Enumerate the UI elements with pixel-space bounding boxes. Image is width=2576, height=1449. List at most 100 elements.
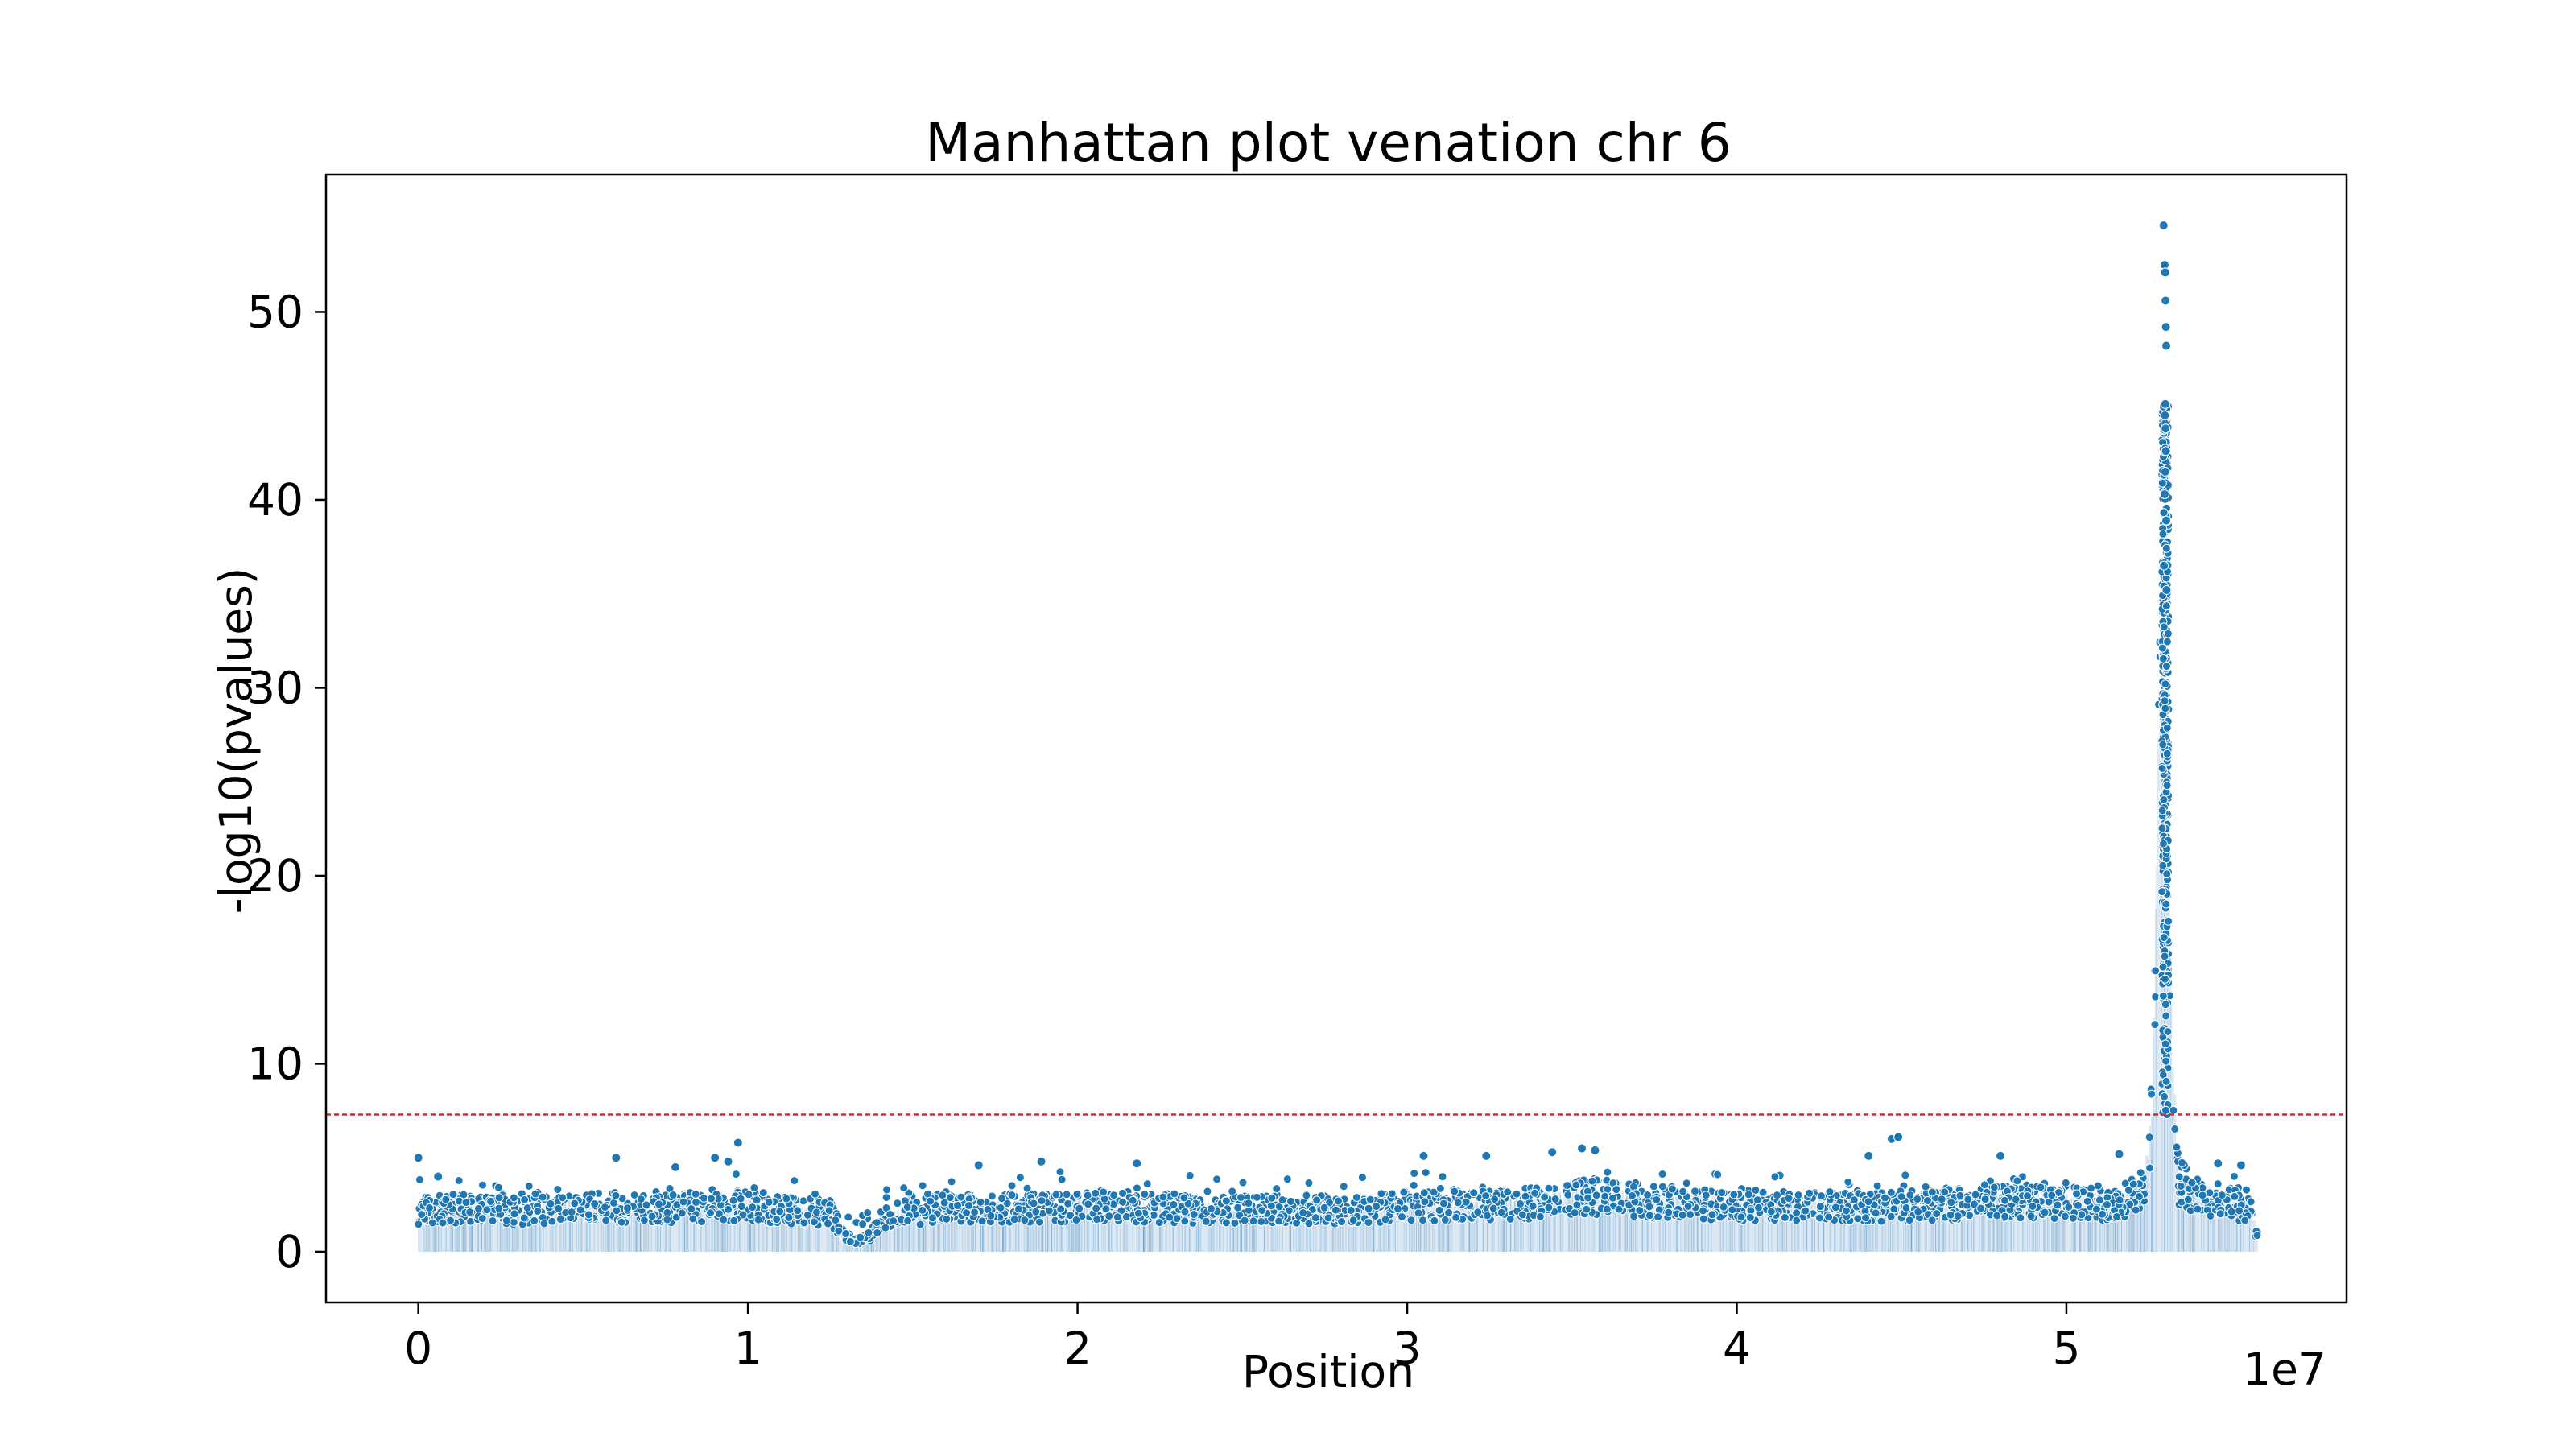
snp-point [1699, 1206, 1708, 1216]
snp-point [1284, 1206, 1294, 1216]
background-fill-bar [1810, 1204, 1813, 1252]
snp-point [493, 1183, 503, 1192]
background-fill-bar [1133, 1203, 1137, 1252]
snp-point [1805, 1188, 1814, 1198]
background-fill-bar [2216, 1189, 2219, 1252]
background-fill-bar [1207, 1202, 1210, 1252]
background-fill-bar [1257, 1212, 1261, 1252]
background-fill-bar [2026, 1199, 2029, 1252]
background-fill-bar [1854, 1203, 1858, 1252]
snp-point [622, 1203, 632, 1213]
background-fill-bar [771, 1210, 774, 1252]
snp-point [706, 1208, 716, 1218]
snp-point [893, 1199, 902, 1208]
background-fill-bar [687, 1208, 691, 1252]
snp-point [976, 1197, 985, 1207]
background-fill-bar [1022, 1210, 1026, 1252]
background-fill-bar [1981, 1204, 1984, 1252]
background-fill-bar [426, 1207, 429, 1252]
snp-point [2252, 1231, 2262, 1241]
background-fill-bar [1360, 1203, 1363, 1252]
background-fill-bar [1734, 1196, 1737, 1252]
background-fill-bar [794, 1212, 797, 1252]
snp-point [414, 1220, 423, 1229]
snp-point [899, 1183, 909, 1193]
background-fill-bar [1278, 1203, 1282, 1252]
background-fill-bar [1955, 1201, 1958, 1252]
snp-point [1469, 1188, 1479, 1198]
snp-point [970, 1208, 980, 1217]
background-fill-bar [1773, 1201, 1776, 1252]
background-fill-bar [1252, 1213, 1255, 1252]
background-fill-bar [1402, 1202, 1406, 1252]
background-fill-bar [1049, 1200, 1053, 1252]
background-fill-bar [1203, 1202, 1206, 1252]
snp-point [1007, 1191, 1017, 1200]
background-fill-bar [1061, 1211, 1065, 1252]
snp-point [2172, 1142, 2182, 1152]
background-fill-bar [908, 1209, 911, 1252]
background-fill-bar [1211, 1204, 1214, 1252]
background-fill-bar [1438, 1201, 1441, 1252]
background-fill-bar [2036, 1192, 2040, 1252]
background-fill-bar [1313, 1203, 1316, 1252]
background-fill-bar [506, 1208, 509, 1252]
background-fill-bar [1108, 1199, 1112, 1252]
background-fill-bar [737, 1197, 740, 1252]
background-fill-bar [473, 1202, 477, 1252]
background-fill-bar [1496, 1205, 1501, 1252]
snp-point [1932, 1209, 1942, 1219]
background-fill-bar [2198, 1189, 2201, 1252]
background-fill-bar [2235, 1208, 2238, 1252]
background-fill-bar [1697, 1206, 1700, 1252]
snp-point [1713, 1170, 1723, 1179]
background-fill-bar [1212, 1201, 1216, 1252]
snp-point [1339, 1182, 1348, 1191]
background-fill-bar [702, 1202, 705, 1252]
background-fill-bar [2102, 1205, 2105, 1252]
background-fill-bar [1603, 1196, 1607, 1252]
background-fill-bar [1819, 1208, 1823, 1252]
background-fill-bar [1507, 1203, 1510, 1252]
background-fill-bar [658, 1210, 663, 1252]
background-fill-bar [994, 1205, 997, 1252]
background-fill-bar [1515, 1194, 1518, 1252]
background-fill-bar [1071, 1205, 1075, 1252]
snp-point [775, 1207, 785, 1216]
background-fill-bar [539, 1212, 542, 1252]
background-fill-bar [1374, 1205, 1377, 1252]
snp-point [1002, 1199, 1012, 1208]
snp-point [1817, 1191, 1827, 1201]
background-fill-bar [516, 1213, 519, 1252]
background-fill-bar [745, 1199, 748, 1252]
snp-point [524, 1181, 534, 1191]
background-fill-bar [2124, 1199, 2128, 1252]
background-fill-bar [1893, 1210, 1897, 1252]
background-fill-bar [597, 1207, 601, 1252]
background-fill-bar [1846, 1203, 1850, 1252]
background-fill-bar [2058, 1193, 2062, 1252]
background-fill-bar [423, 1209, 427, 1252]
background-fill-bar [671, 1208, 675, 1252]
snp-point [1015, 1173, 1025, 1183]
background-fill-bar [1591, 1185, 1594, 1252]
background-fill-bar [663, 1203, 667, 1252]
background-fill-bar [923, 1208, 926, 1252]
background-fill-bar [1607, 1201, 1611, 1252]
background-fill-bar [1100, 1203, 1104, 1252]
background-fill-bar [1435, 1207, 1439, 1252]
background-fill-bar [931, 1209, 934, 1252]
background-fill-bar [1636, 1197, 1639, 1252]
background-fill-bar [1826, 1199, 1829, 1252]
snp-point [1410, 1169, 1419, 1179]
snp-point [1099, 1187, 1108, 1197]
background-fill-bar [2004, 1205, 2007, 1252]
background-fill-bar [2169, 990, 2173, 1252]
snp-point [1031, 1207, 1041, 1216]
snp-point [1372, 1202, 1381, 1212]
snp-point [1963, 1195, 1973, 1204]
background-fill-bar [1597, 1195, 1600, 1252]
background-fill-bar [1717, 1198, 1721, 1252]
background-fill-bar [1423, 1208, 1426, 1252]
snp-point [2178, 1158, 2187, 1167]
